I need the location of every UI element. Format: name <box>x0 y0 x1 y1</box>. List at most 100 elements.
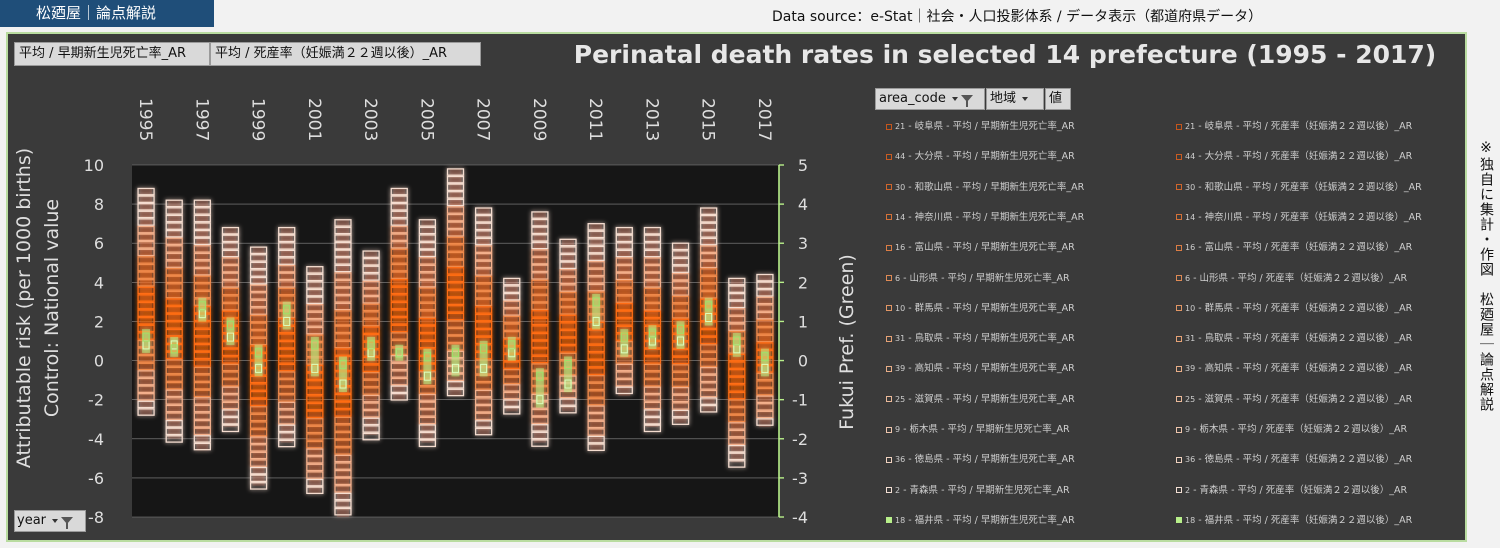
prefecture-mark <box>671 242 690 251</box>
legend-label: - 滋賀県 - 平均 / 早期新生児死亡率_AR <box>905 393 1075 405</box>
prefecture-mark <box>474 260 493 269</box>
x-tick-label: 1995 <box>135 98 155 141</box>
prefecture-mark <box>728 315 746 324</box>
prefecture-mark <box>446 335 465 344</box>
prefecture-mark <box>587 367 605 376</box>
prefecture-mark <box>221 409 240 417</box>
prefecture-mark <box>700 359 718 367</box>
prefecture-mark <box>474 245 493 253</box>
prefecture-mark <box>474 252 493 261</box>
prefecture-mark <box>221 356 240 364</box>
y2-tick-label: -4 <box>792 508 808 527</box>
prefecture-mark <box>531 264 549 273</box>
prefecture-mark <box>643 348 662 357</box>
fukui-early-neonatal-point <box>592 316 600 326</box>
prefecture-mark <box>137 271 155 280</box>
year-filter-button[interactable]: year <box>14 510 86 532</box>
prefecture-mark <box>587 344 605 353</box>
prefecture-mark <box>615 234 633 243</box>
prefecture-mark <box>671 379 690 387</box>
legend-label: - 群馬県 - 平均 / 早期新生児死亡率_AR <box>905 302 1075 314</box>
legend-item: 44 - 大分県 - 平均 / 死産率（妊娠満２２週以後）_AR <box>1176 151 1412 163</box>
value-field-button[interactable]: 値 <box>1045 88 1071 110</box>
prefecture-mark <box>278 257 296 265</box>
prefecture-mark <box>446 244 465 252</box>
prefecture-mark <box>531 249 549 257</box>
prefecture-mark <box>137 317 155 325</box>
prefecture-mark <box>193 283 211 291</box>
prefecture-mark <box>503 399 521 407</box>
prefecture-mark <box>756 289 774 297</box>
region-filter-button[interactable]: 地域 <box>986 88 1044 110</box>
field-button-early-neonatal[interactable]: 平均 / 早期新生児死亡率_AR <box>14 42 210 66</box>
prefecture-mark <box>643 295 662 303</box>
prefecture-mark <box>249 466 268 475</box>
fukui-early-neonatal-point <box>705 313 713 323</box>
prefecture-mark <box>531 332 549 341</box>
prefecture-mark <box>615 264 633 273</box>
prefecture-mark <box>278 378 296 387</box>
prefecture-mark <box>306 288 324 297</box>
prefecture-mark <box>165 305 183 314</box>
prefecture-mark <box>334 492 352 501</box>
x-tick-label: 1999 <box>248 98 268 141</box>
y2-tick-label: 4 <box>798 195 808 214</box>
legend-item: 25 - 滋賀県 - 平均 / 死産率（妊娠満２２週以後）_AR <box>1176 394 1412 406</box>
legend-swatch <box>1176 396 1182 403</box>
prefecture-mark <box>334 439 352 448</box>
prefecture-mark <box>334 340 352 349</box>
filter-funnel-icon <box>960 95 973 107</box>
prefecture-mark <box>137 218 155 226</box>
prefecture-mark <box>728 444 746 453</box>
fukui-early-neonatal-point <box>226 332 234 342</box>
x-tick-label: 2001 <box>304 98 324 141</box>
prefecture-mark <box>221 287 240 296</box>
prefecture-mark <box>418 325 437 334</box>
y-axis-label: Attributable risk (per 1000 births) <box>13 148 35 468</box>
prefecture-mark <box>559 261 577 270</box>
y-tick-label: -2 <box>88 391 104 410</box>
prefecture-mark <box>671 280 690 289</box>
prefecture-mark <box>334 249 352 258</box>
legend-code: 6 <box>1185 273 1191 283</box>
prefecture-mark <box>671 310 690 319</box>
prefecture-mark <box>334 295 352 303</box>
prefecture-mark <box>474 321 493 329</box>
prefecture-mark <box>615 302 633 311</box>
prefecture-mark <box>446 282 465 290</box>
fukui-early-neonatal-point <box>423 371 431 381</box>
prefecture-mark <box>671 257 690 266</box>
prefecture-mark <box>334 500 352 508</box>
prefecture-mark <box>446 229 465 237</box>
prefecture-mark <box>193 237 211 246</box>
prefecture-mark <box>700 245 718 253</box>
prefecture-mark <box>249 337 268 346</box>
prefecture-mark <box>193 404 211 413</box>
prefecture-mark <box>306 311 324 320</box>
prefecture-mark <box>193 397 211 405</box>
prefecture-mark <box>700 252 718 261</box>
area-code-filter-button[interactable]: area_code <box>875 88 985 110</box>
prefecture-mark <box>643 242 662 250</box>
prefecture-mark <box>193 435 211 443</box>
fukui-bar <box>592 293 601 330</box>
prefecture-mark <box>531 348 549 356</box>
prefecture-mark <box>671 348 690 357</box>
prefecture-mark <box>306 463 324 472</box>
prefecture-mark <box>137 241 155 249</box>
legend-label: - 福井県 - 平均 / 死産率（妊娠満２２週以後）_AR <box>1195 514 1413 526</box>
prefecture-mark <box>700 214 718 223</box>
year-group <box>306 266 324 495</box>
prefecture-mark <box>362 432 380 441</box>
prefecture-mark <box>503 361 521 369</box>
prefecture-mark <box>306 425 324 434</box>
field-button-stillbirth[interactable]: 平均 / 死産率（妊娠満２２週以後）_AR <box>210 42 481 66</box>
prefecture-mark <box>728 323 746 331</box>
prefecture-mark <box>700 404 718 413</box>
legend-swatch <box>886 517 892 524</box>
filter-funnel-icon <box>61 517 74 529</box>
prefecture-mark <box>306 266 324 274</box>
prefecture-mark <box>503 300 521 309</box>
legend-item: 31 - 鳥取県 - 平均 / 早期新生児死亡率_AR <box>886 333 1075 345</box>
year-group <box>587 223 605 452</box>
